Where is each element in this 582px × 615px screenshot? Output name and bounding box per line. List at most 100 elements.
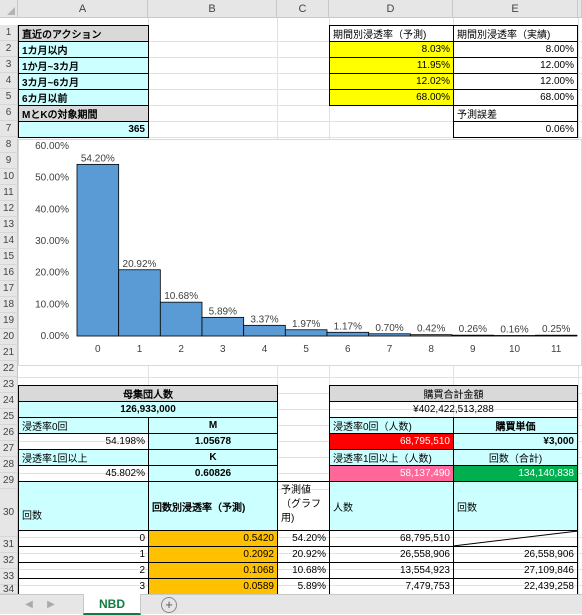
cell-e33[interactable]: 27,109,846 (453, 562, 578, 579)
row-header-30[interactable]: 30 (0, 489, 18, 537)
row-header-5[interactable]: 5 (0, 89, 18, 105)
cell-e27[interactable]: ¥3,000 (453, 433, 578, 450)
row-header-13[interactable]: 13 (0, 217, 18, 233)
cell-a28[interactable]: 浸透率1回以上 (18, 449, 149, 466)
cell-d25[interactable]: ¥402,422,513,288 (329, 401, 578, 418)
cell-d28[interactable]: 浸透率1回以上（人数) (329, 449, 454, 466)
cell-c30[interactable]: 予測値（グラフ用) (277, 481, 330, 531)
cell-a27[interactable]: 54.198% (18, 433, 149, 450)
cell-a33[interactable]: 2 (18, 562, 149, 579)
col-header-f[interactable] (578, 0, 582, 18)
cell-e32[interactable]: 26,558,906 (453, 546, 578, 563)
cell-a26[interactable]: 浸透率0回 (18, 417, 149, 434)
cell-d30[interactable]: 人数 (329, 481, 454, 531)
cell-e3[interactable]: 12.00% (453, 57, 578, 74)
cell-b34[interactable]: 0.0589 (148, 578, 278, 595)
cell-a34[interactable]: 3 (18, 578, 149, 595)
row-header-26[interactable]: 26 (0, 425, 18, 441)
row-header-25[interactable]: 25 (0, 409, 18, 425)
cell-e1[interactable]: 期間別浸透率（実績) (453, 25, 578, 42)
cell-d1[interactable]: 期間別浸透率（予測) (329, 25, 454, 42)
cell-a31[interactable]: 0 (18, 530, 149, 547)
col-header-c[interactable]: C (277, 0, 329, 18)
cell-a32[interactable]: 1 (18, 546, 149, 563)
row-header-20[interactable]: 20 (0, 329, 18, 345)
row-header-22[interactable]: 22 (0, 361, 18, 377)
cell-a5[interactable]: 6カ月以前 (18, 89, 149, 106)
row-header-4[interactable]: 4 (0, 73, 18, 89)
cell-a3[interactable]: 1か月~3カ月 (18, 57, 149, 74)
row-header-34[interactable]: 34 (0, 584, 18, 595)
row-header-23[interactable]: 23 (0, 377, 18, 393)
cell-d27[interactable]: 68,795,510 (329, 433, 454, 450)
cell-d4[interactable]: 12.02% (329, 73, 454, 90)
row-header-19[interactable]: 19 (0, 313, 18, 329)
select-all-corner[interactable] (0, 0, 18, 18)
row-header-16[interactable]: 16 (0, 265, 18, 281)
cell-d34[interactable]: 7,479,753 (329, 578, 454, 595)
cell-d2[interactable]: 8.03% (329, 41, 454, 58)
cell-d5[interactable]: 68.00% (329, 89, 454, 106)
row-header-28[interactable]: 28 (0, 457, 18, 473)
row-header-12[interactable]: 12 (0, 201, 18, 217)
cell-a4[interactable]: 3カ月~6カ月 (18, 73, 149, 90)
row-header-15[interactable]: 15 (0, 249, 18, 265)
cell-c33[interactable]: 10.68% (277, 562, 330, 579)
cell-a24[interactable]: 母集団人数 (18, 385, 278, 402)
cell-d26[interactable]: 浸透率0回（人数) (329, 417, 454, 434)
row-header-31[interactable]: 31 (0, 537, 18, 553)
row-header-3[interactable]: 3 (0, 57, 18, 73)
col-header-b[interactable]: B (148, 0, 277, 18)
prev-sheet-icon[interactable]: ◀ (25, 599, 33, 610)
cell-a1[interactable]: 直近のアクション (18, 25, 149, 42)
cell-e34[interactable]: 22,439,258 (453, 578, 578, 595)
cell-e28[interactable]: 回数（合計) (453, 449, 578, 466)
cell-b27[interactable]: 1.05678 (148, 433, 278, 450)
row-header-8[interactable]: 8 (0, 137, 18, 153)
row-header-11[interactable]: 11 (0, 185, 18, 201)
cell-d29[interactable]: 58,137,490 (329, 465, 454, 482)
row-header-6[interactable]: 6 (0, 105, 18, 121)
row-header-18[interactable]: 18 (0, 297, 18, 313)
row-header-17[interactable]: 17 (0, 281, 18, 297)
cell-d3[interactable]: 11.95% (329, 57, 454, 74)
cell-a30[interactable]: 回数 (18, 481, 149, 531)
cell-d31[interactable]: 68,795,510 (329, 530, 454, 547)
cell-b26[interactable]: M (148, 417, 278, 434)
cell-b31[interactable]: 0.5420 (148, 530, 278, 547)
cell-d32[interactable]: 26,558,906 (329, 546, 454, 563)
cell-b29[interactable]: 0.60826 (148, 465, 278, 482)
row-header-24[interactable]: 24 (0, 393, 18, 409)
cell-a6[interactable]: MとKの対象期間 (18, 105, 149, 122)
sheet-tab-nbd[interactable]: NBD (83, 594, 141, 615)
cell-b32[interactable]: 0.2092 (148, 546, 278, 563)
cell-b33[interactable]: 0.1068 (148, 562, 278, 579)
cell-e4[interactable]: 12.00% (453, 73, 578, 90)
cell-d24[interactable]: 購買合計金額 (329, 385, 578, 402)
row-header-33[interactable]: 33 (0, 569, 18, 585)
cell-b28[interactable]: K (148, 449, 278, 466)
col-header-d[interactable]: D (329, 0, 453, 18)
cell-d33[interactable]: 13,554,923 (329, 562, 454, 579)
row-header-14[interactable]: 14 (0, 233, 18, 249)
histogram-chart[interactable]: 60.00% 50.00% 40.00% 30.00% 20.00% 10.00% 0.00… (18, 139, 582, 366)
row-header-2[interactable]: 2 (0, 41, 18, 57)
cell-a29[interactable]: 45.802% (18, 465, 149, 482)
cell-e6[interactable]: 予測誤差 (453, 105, 578, 122)
cell-e29[interactable]: 134,140,838 (453, 465, 578, 482)
row-header-7[interactable]: 7 (0, 121, 18, 137)
col-header-e[interactable]: E (453, 0, 578, 18)
row-header-29[interactable]: 29 (0, 473, 18, 489)
add-sheet-icon[interactable]: + (161, 597, 177, 613)
row-header-21[interactable]: 21 (0, 345, 18, 361)
row-header-1[interactable]: 1 (0, 25, 18, 41)
cell-c31[interactable]: 54.20% (277, 530, 330, 547)
cell-c32[interactable]: 20.92% (277, 546, 330, 563)
cell-e26[interactable]: 購買単価 (453, 417, 578, 434)
col-header-a[interactable]: A (18, 0, 148, 18)
cell-e5[interactable]: 68.00% (453, 89, 578, 106)
cell-e7[interactable]: 0.06% (453, 121, 578, 138)
cell-a25[interactable]: 126,933,000 (18, 401, 278, 418)
cell-a2[interactable]: 1カ月以内 (18, 41, 149, 58)
cell-e2[interactable]: 8.00% (453, 41, 578, 58)
